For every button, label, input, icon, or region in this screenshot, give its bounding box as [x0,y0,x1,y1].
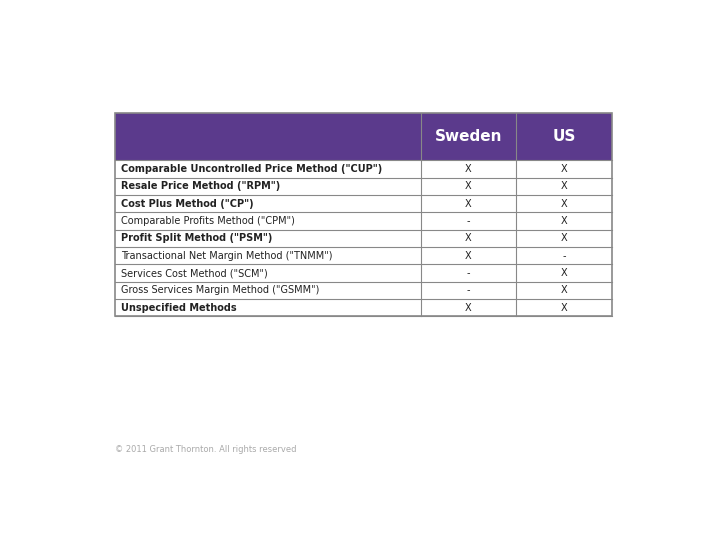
Text: Sweden: Sweden [435,129,503,144]
Bar [115,178,612,195]
Bar [115,212,612,230]
Text: X: X [561,233,567,244]
Text: © 2011 Grant Thornton. All rights reserved: © 2011 Grant Thornton. All rights reserv… [115,444,297,454]
Text: X: X [465,199,472,209]
Bar [115,113,612,316]
Bar [115,113,612,160]
Bar [115,160,612,178]
Bar [115,299,612,316]
Text: Comparable Profits Method ("CPM"): Comparable Profits Method ("CPM") [121,216,295,226]
Text: X: X [561,216,567,226]
Text: -: - [467,268,470,278]
Text: -: - [562,251,566,261]
Text: Comparable Uncontrolled Price Method ("CUP"): Comparable Uncontrolled Price Method ("C… [121,164,382,174]
Text: X: X [561,268,567,278]
Text: X: X [561,164,567,174]
Text: X: X [561,199,567,209]
Bar [115,247,612,265]
Text: X: X [561,303,567,313]
Text: US: US [552,129,576,144]
Text: X: X [561,285,567,295]
Text: Profit Split Method ("PSM"): Profit Split Method ("PSM") [121,233,272,244]
Text: X: X [465,181,472,191]
Text: Resale Price Method ("RPM"): Resale Price Method ("RPM") [121,181,280,191]
Bar [115,195,612,212]
Text: X: X [465,233,472,244]
Text: Services Cost Method ("SCM"): Services Cost Method ("SCM") [121,268,268,278]
Text: X: X [465,164,472,174]
Text: X: X [465,251,472,261]
Text: Transactional Net Margin Method ("TNMM"): Transactional Net Margin Method ("TNMM") [121,251,333,261]
Text: -: - [467,285,470,295]
Text: Unspecified Methods: Unspecified Methods [121,303,237,313]
Bar [115,282,612,299]
Text: Cost Plus Method ("CP"): Cost Plus Method ("CP") [121,199,253,209]
Bar [115,265,612,282]
Bar [115,230,612,247]
Text: -: - [467,216,470,226]
Text: X: X [465,303,472,313]
Text: X: X [561,181,567,191]
Text: Gross Services Margin Method ("GSMM"): Gross Services Margin Method ("GSMM") [121,285,320,295]
